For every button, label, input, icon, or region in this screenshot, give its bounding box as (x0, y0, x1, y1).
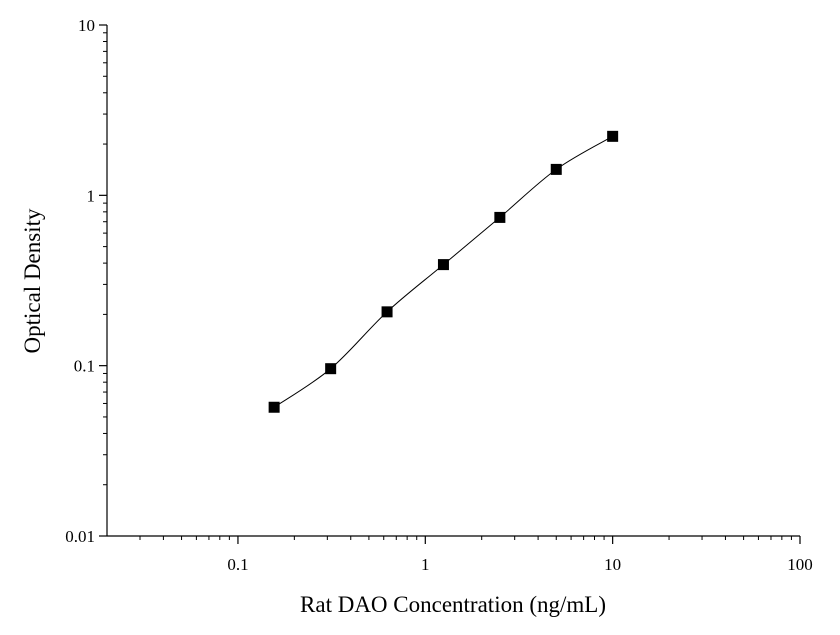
data-point (325, 363, 337, 375)
data-point (268, 401, 280, 413)
data-point (550, 163, 562, 175)
y-tick-label: 0.1 (74, 357, 95, 376)
y-axis-ticks: 0.01 0.1 1 10 (65, 16, 107, 546)
fit-curve (273, 135, 613, 408)
series-line (273, 135, 613, 408)
data-points (268, 130, 619, 413)
data-point (607, 130, 619, 142)
x-tick-label: 1 (421, 555, 430, 574)
x-tick-label: 100 (787, 555, 813, 574)
x-tick-label: 0.1 (227, 555, 248, 574)
y-tick-label: 10 (78, 16, 95, 35)
data-point (437, 259, 449, 271)
y-axis-title: Optical Density (20, 208, 45, 353)
data-point (381, 306, 393, 318)
y-tick-label: 0.01 (65, 527, 95, 546)
y-tick-label: 1 (87, 186, 96, 205)
x-axis-title: Rat DAO Concentration (ng/mL) (300, 592, 606, 617)
data-point (494, 211, 506, 223)
x-tick-label: 10 (604, 555, 621, 574)
x-axis-ticks: 0.1 1 10 100 (139, 536, 813, 574)
plot-frame (106, 25, 800, 537)
